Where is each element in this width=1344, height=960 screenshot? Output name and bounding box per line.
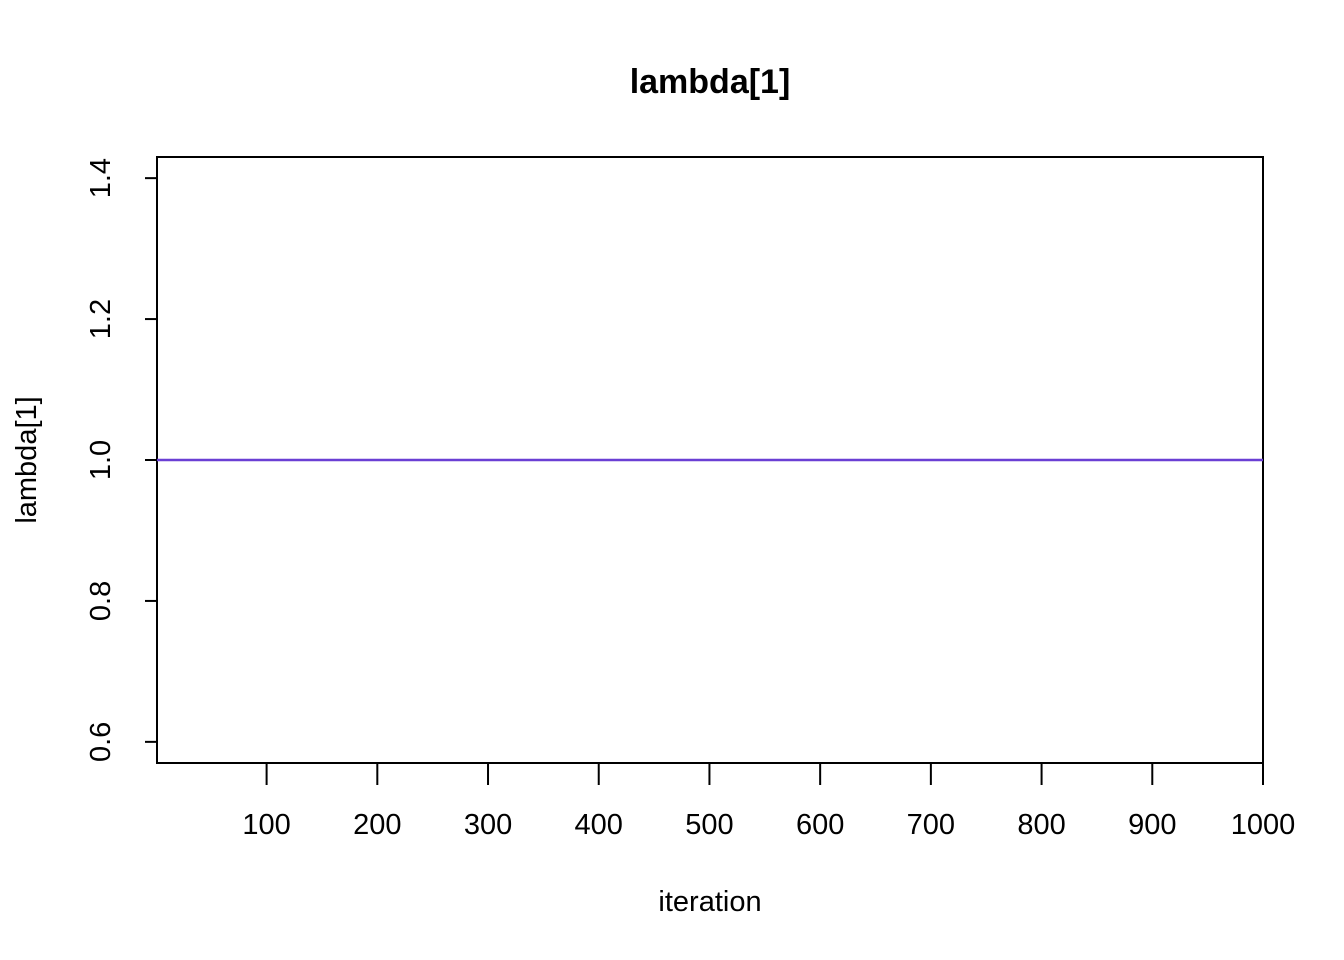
y-axis: 0.6 0.8 1.0 1.2 1.4 <box>85 158 157 762</box>
chart-title: lambda[1] <box>630 63 791 101</box>
y-tick-label: 0.8 <box>85 581 117 621</box>
x-axis: 100 200 300 400 500 600 700 800 900 1000 <box>242 763 1295 841</box>
y-tick-label: 0.6 <box>85 722 117 762</box>
y-tick-label: 1.0 <box>85 440 117 480</box>
x-tick-label: 600 <box>796 809 844 841</box>
x-tick-label: 400 <box>575 809 623 841</box>
x-tick-label: 200 <box>353 809 401 841</box>
x-axis-label: iteration <box>658 886 761 918</box>
y-axis-label: lambda[1] <box>11 396 43 523</box>
y-tick-label: 1.4 <box>85 158 117 198</box>
x-tick-label: 700 <box>907 809 955 841</box>
x-tick-label: 1000 <box>1231 809 1296 841</box>
x-tick-label: 100 <box>242 809 290 841</box>
x-tick-label: 300 <box>464 809 512 841</box>
x-tick-label: 900 <box>1128 809 1176 841</box>
x-tick-label: 500 <box>685 809 733 841</box>
x-tick-label: 800 <box>1017 809 1065 841</box>
y-tick-label: 1.2 <box>85 299 117 339</box>
